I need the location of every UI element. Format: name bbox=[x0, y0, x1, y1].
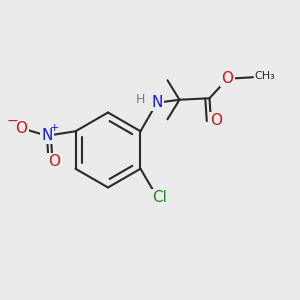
Text: +: + bbox=[50, 123, 59, 133]
Text: O: O bbox=[16, 121, 28, 136]
Text: Cl: Cl bbox=[152, 190, 167, 205]
Text: −: − bbox=[7, 114, 18, 128]
Text: H: H bbox=[136, 93, 145, 106]
Text: O: O bbox=[48, 154, 60, 169]
Text: N: N bbox=[151, 95, 163, 110]
Text: N: N bbox=[41, 128, 53, 143]
Text: O: O bbox=[210, 113, 222, 128]
Text: CH₃: CH₃ bbox=[254, 71, 275, 81]
Text: O: O bbox=[221, 71, 233, 86]
